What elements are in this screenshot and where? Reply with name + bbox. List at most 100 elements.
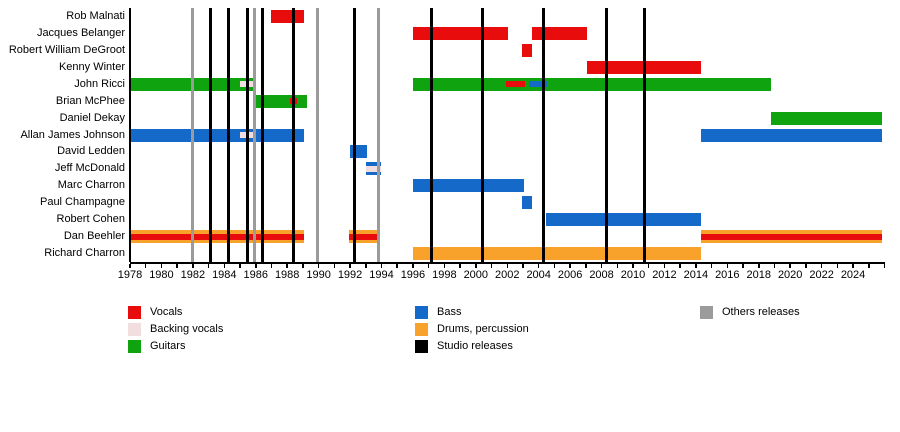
axis-tick <box>773 264 776 268</box>
axis-tick <box>742 264 744 268</box>
axis-tick <box>412 264 414 268</box>
legend-column-2: Bass Drums, percussion Studio releases <box>415 304 529 355</box>
legend-item-drums: Drums, percussion <box>415 321 529 338</box>
timeline-bar-bass <box>522 196 532 210</box>
axis-tick <box>852 264 854 268</box>
member-label: Paul Champagne <box>39 196 125 209</box>
others-release-line <box>315 8 319 262</box>
studio-releases-label: Studio releases <box>437 340 513 352</box>
axis-tick-label: 2022 <box>809 269 834 281</box>
axis-tick-label: 1994 <box>369 269 394 281</box>
timeline-bar-vocals <box>412 26 509 40</box>
legend-item-others-releases: Others releases <box>700 304 800 321</box>
member-label: Richard Charron <box>44 247 125 260</box>
studio-release-line <box>353 8 357 262</box>
member-label: David Ledden <box>57 145 125 158</box>
axis-tick <box>255 264 257 268</box>
timeline-bar-bass <box>130 128 304 142</box>
axis-tick-label: 2008 <box>589 269 614 281</box>
drums-label: Drums, percussion <box>437 323 529 335</box>
axis-tick-label: 2012 <box>652 269 677 281</box>
legend-item-studio-releases: Studio releases <box>415 338 529 355</box>
axis-tick <box>459 264 461 268</box>
axis-tick <box>632 264 634 268</box>
timeline-bar-guitars <box>412 77 772 91</box>
axis-tick-label: 2020 <box>777 269 803 281</box>
axis-tick <box>537 264 540 268</box>
timeline-overlay-bass <box>529 81 548 88</box>
axis-tick <box>129 264 131 268</box>
member-label: Marc Charron <box>57 179 125 192</box>
axis-tick <box>380 264 383 268</box>
axis-tick-label: 2004 <box>526 269 551 281</box>
axis-tick-label: 1996 <box>400 269 426 281</box>
axis-tick <box>176 264 178 268</box>
axis-tick <box>868 264 870 268</box>
axis-tick <box>506 264 508 268</box>
guitars-swatch <box>128 340 141 353</box>
legend-item-backing-vocals: Backing vocals <box>128 321 223 338</box>
axis-tick <box>820 264 823 268</box>
studio-release-line <box>246 8 250 262</box>
axis-tick-label: 2000 <box>463 269 489 281</box>
axis-tick-label: 2024 <box>840 269 866 281</box>
axis-tick-label: 2018 <box>746 269 771 281</box>
bass-swatch <box>415 306 428 319</box>
vocals-swatch <box>128 306 141 319</box>
axis-tick-label: 1998 <box>432 269 457 281</box>
studio-releases-swatch <box>415 340 428 353</box>
legend-item-bass: Bass <box>415 304 529 321</box>
timeline-bar-bass <box>701 128 883 142</box>
timeline-bar-guitars <box>771 111 883 125</box>
axis-tick-label: 1992 <box>337 269 363 281</box>
axis-tick <box>302 264 304 268</box>
member-label: Jacques Belanger <box>36 26 125 39</box>
axis-tick <box>144 264 147 268</box>
axis-tick-label: 2002 <box>495 269 520 281</box>
axis-tick <box>427 264 430 268</box>
axis-tick <box>160 264 163 268</box>
axis-tick <box>286 264 288 268</box>
axis-tick <box>239 264 241 268</box>
axis-tick <box>758 264 760 268</box>
others-releases-label: Others releases <box>722 306 800 318</box>
axis-tick-label: 1986 <box>243 269 268 281</box>
axis-tick <box>475 264 477 268</box>
member-label: Robert Cohen <box>56 213 126 226</box>
axis-tick <box>522 264 524 268</box>
legend-column-3: Others releases <box>700 304 800 321</box>
axis-tick-label: 2014 <box>683 269 709 281</box>
axis-tick <box>600 264 603 268</box>
member-label: Jeff McDonald <box>54 162 125 175</box>
timeline-bar-vocals <box>522 43 532 57</box>
axis-tick <box>836 264 839 268</box>
timeline-bar-bass <box>412 179 524 193</box>
member-label: Kenny Winter <box>58 60 125 73</box>
legend: Vocals Backing vocals Guitars Bass Drums… <box>0 304 900 356</box>
studio-release-line <box>261 8 265 262</box>
member-label: Dan Beehler <box>63 230 125 243</box>
axis-tick <box>207 264 210 268</box>
axis-tick-label: 1984 <box>212 269 237 281</box>
vocals-label: Vocals <box>150 306 183 318</box>
axis-tick <box>349 264 351 268</box>
timeline-overlay-backing_vocals <box>365 165 381 172</box>
axis-tick <box>317 264 320 268</box>
backing-vocals-swatch <box>128 323 141 336</box>
studio-release-line <box>604 8 608 262</box>
axis-tick-label: 2006 <box>557 269 583 281</box>
timeline-overlay-vocals <box>506 81 525 88</box>
member-label: John Ricci <box>74 77 125 90</box>
others-release-line <box>190 8 194 262</box>
studio-release-line <box>541 8 545 262</box>
axis-tick <box>396 264 398 268</box>
studio-release-line <box>481 8 485 262</box>
axis-tick <box>490 264 493 268</box>
others-releases-swatch <box>700 306 713 319</box>
axis-tick <box>805 264 807 268</box>
axis-tick-label: 1982 <box>180 269 206 281</box>
timeline-overlay-vocals <box>701 233 883 240</box>
legend-item-vocals: Vocals <box>128 304 223 321</box>
studio-release-line <box>226 8 230 262</box>
